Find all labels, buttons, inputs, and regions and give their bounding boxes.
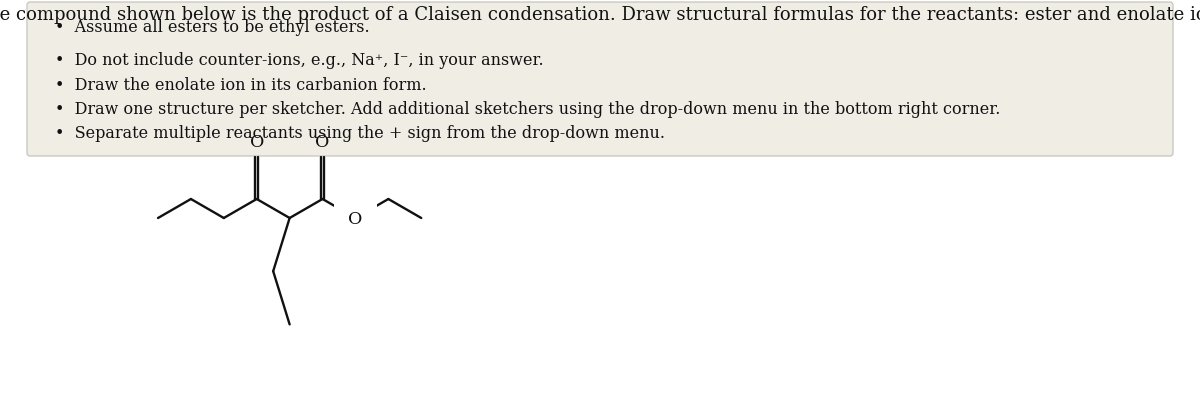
Text: •  Draw one structure per sketcher. Add additional sketchers using the drop-down: • Draw one structure per sketcher. Add a… — [55, 101, 1001, 118]
Text: •  Do not include counter-ions, e.g., Na⁺, I⁻, in your answer.: • Do not include counter-ions, e.g., Na⁺… — [55, 52, 544, 69]
Text: O: O — [316, 134, 330, 151]
Text: •  Separate multiple reactants using the + sign from the drop-down menu.: • Separate multiple reactants using the … — [55, 125, 665, 142]
Text: The compound shown below is the product of a Claisen condensation. Draw structur: The compound shown below is the product … — [0, 6, 1200, 24]
Text: O: O — [250, 134, 264, 151]
FancyBboxPatch shape — [28, 3, 1174, 157]
Text: •  Draw the enolate ion in its carbanion form.: • Draw the enolate ion in its carbanion … — [55, 77, 427, 94]
Text: •  Assume all esters to be ethyl esters.: • Assume all esters to be ethyl esters. — [55, 19, 370, 36]
Text: O: O — [348, 210, 362, 227]
